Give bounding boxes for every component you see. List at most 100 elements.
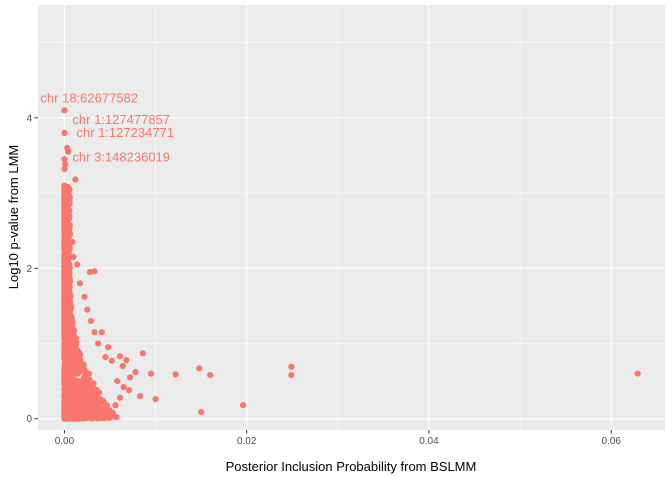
- data-point: [85, 370, 93, 377]
- data-points: [61, 107, 641, 422]
- data-point: [114, 378, 121, 385]
- data-point: [139, 350, 146, 357]
- y-axis-ticks: 0 2 4: [26, 113, 38, 425]
- panel-background: [38, 5, 665, 430]
- data-point: [64, 414, 71, 421]
- x-tick-label: 0.02: [237, 436, 257, 447]
- data-point: [87, 317, 94, 325]
- x-axis-ticks: 0.00 0.02 0.04 0.06: [55, 430, 621, 447]
- data-point: [288, 363, 295, 370]
- data-point: [67, 312, 74, 320]
- data-point: [63, 383, 70, 390]
- data-point: [80, 393, 87, 400]
- data-point: [63, 246, 70, 253]
- data-point: [85, 402, 92, 409]
- data-point: [64, 208, 72, 215]
- data-point: [136, 393, 144, 400]
- data-point: [78, 406, 85, 414]
- data-point: [61, 201, 68, 208]
- data-point: [119, 362, 126, 370]
- data-point: [69, 238, 76, 246]
- data-point: [61, 319, 68, 326]
- y-tick-label: 2: [26, 264, 32, 275]
- data-point: [132, 368, 139, 376]
- data-point: [123, 356, 130, 364]
- y-tick-label: 4: [26, 113, 32, 124]
- data-point: [172, 371, 179, 378]
- data-point: [95, 340, 102, 347]
- data-point: [95, 407, 103, 415]
- data-point: [95, 389, 103, 396]
- data-point: [126, 374, 134, 381]
- data-point: [86, 268, 94, 276]
- data-point: [68, 321, 75, 328]
- data-point: [64, 306, 71, 313]
- data-point: [239, 402, 247, 409]
- x-tick-label: 0.04: [419, 436, 439, 447]
- annotation-label: chr 3:148236019: [72, 149, 170, 164]
- data-point: [95, 414, 102, 421]
- data-point: [98, 329, 105, 336]
- data-point: [61, 300, 68, 307]
- data-point: [67, 361, 74, 368]
- data-point: [116, 353, 124, 360]
- data-point: [61, 406, 68, 413]
- data-point: [64, 223, 71, 231]
- data-point: [152, 396, 159, 403]
- data-point: [80, 414, 87, 422]
- x-axis-title: Posterior Inclusion Probability from BSL…: [226, 459, 477, 474]
- data-point: [61, 336, 68, 343]
- data-point: [66, 288, 73, 296]
- data-point: [61, 129, 68, 136]
- data-point: [61, 186, 68, 193]
- data-point: [116, 394, 124, 401]
- data-point: [66, 406, 73, 414]
- y-tick-label: 0: [26, 414, 32, 425]
- data-point: [68, 385, 75, 392]
- data-point: [64, 375, 71, 382]
- annotation-label: chr 1:127477857: [72, 112, 170, 127]
- data-point: [61, 258, 68, 265]
- data-point: [90, 414, 97, 421]
- data-point: [66, 198, 73, 205]
- data-point: [86, 389, 94, 396]
- data-point: [109, 409, 116, 416]
- annotation-label: chr 18:62677582: [40, 90, 138, 105]
- data-point: [102, 353, 109, 361]
- data-point: [71, 336, 78, 343]
- data-point: [91, 329, 98, 336]
- data-point: [91, 268, 98, 275]
- data-point: [126, 387, 133, 394]
- data-point: [75, 349, 83, 356]
- data-point: [90, 380, 97, 387]
- data-point: [87, 397, 94, 404]
- data-point: [75, 397, 82, 404]
- data-point: [65, 333, 72, 340]
- data-point: [634, 370, 641, 377]
- data-point: [105, 344, 112, 351]
- data-point: [70, 253, 77, 261]
- data-point: [61, 156, 68, 163]
- data-point: [61, 107, 68, 114]
- data-point: [62, 388, 69, 395]
- data-point: [104, 414, 111, 421]
- data-point: [62, 216, 69, 223]
- data-point: [73, 362, 80, 370]
- data-point: [81, 293, 88, 300]
- data-point: [66, 231, 73, 238]
- data-point: [72, 176, 79, 183]
- data-point: [80, 361, 87, 368]
- x-tick-label: 0.06: [601, 436, 621, 447]
- y-axis-title: Log10 p-value from LMM: [6, 145, 21, 290]
- data-point: [64, 343, 71, 350]
- data-point: [73, 369, 80, 376]
- data-point: [66, 299, 73, 306]
- data-point: [64, 148, 72, 155]
- data-point: [61, 354, 68, 361]
- data-point: [147, 370, 155, 377]
- data-point: [80, 375, 87, 382]
- data-point: [288, 371, 295, 379]
- data-point: [63, 193, 70, 200]
- major-gridlines: [38, 5, 665, 430]
